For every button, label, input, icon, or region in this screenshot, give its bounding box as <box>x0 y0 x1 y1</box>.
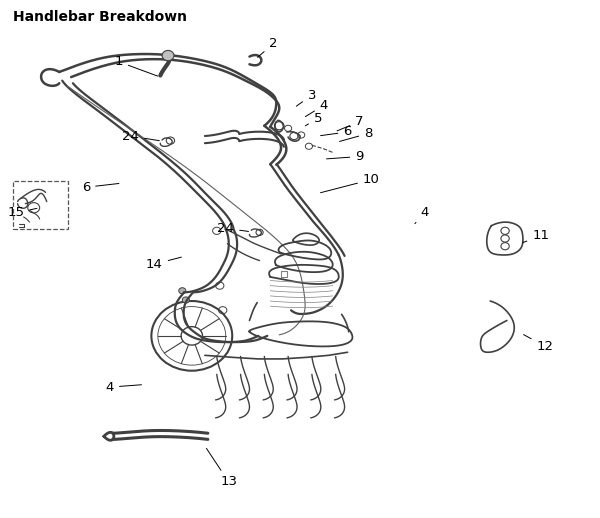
Text: 3: 3 <box>296 89 316 106</box>
Text: 4: 4 <box>106 381 142 394</box>
Text: 7: 7 <box>337 115 364 131</box>
Text: 6: 6 <box>82 181 119 194</box>
Text: 5: 5 <box>305 111 322 126</box>
Circle shape <box>182 297 190 303</box>
Text: 24: 24 <box>217 222 248 235</box>
Text: 4: 4 <box>415 206 429 224</box>
Text: 14: 14 <box>146 257 181 270</box>
Text: 1: 1 <box>115 55 158 76</box>
Text: 4: 4 <box>305 99 328 117</box>
Text: 12: 12 <box>524 335 553 353</box>
Text: 13: 13 <box>206 449 237 488</box>
Text: 8: 8 <box>340 127 373 141</box>
Text: 11: 11 <box>523 229 549 242</box>
Text: Handlebar Breakdown: Handlebar Breakdown <box>13 10 187 24</box>
Text: 9: 9 <box>326 150 364 163</box>
Text: 10: 10 <box>320 173 380 193</box>
Text: 2: 2 <box>257 37 277 57</box>
Text: 6: 6 <box>320 125 352 138</box>
Circle shape <box>162 50 174 61</box>
Text: 24: 24 <box>122 130 160 142</box>
Text: 15: 15 <box>7 206 37 220</box>
Circle shape <box>179 287 186 294</box>
